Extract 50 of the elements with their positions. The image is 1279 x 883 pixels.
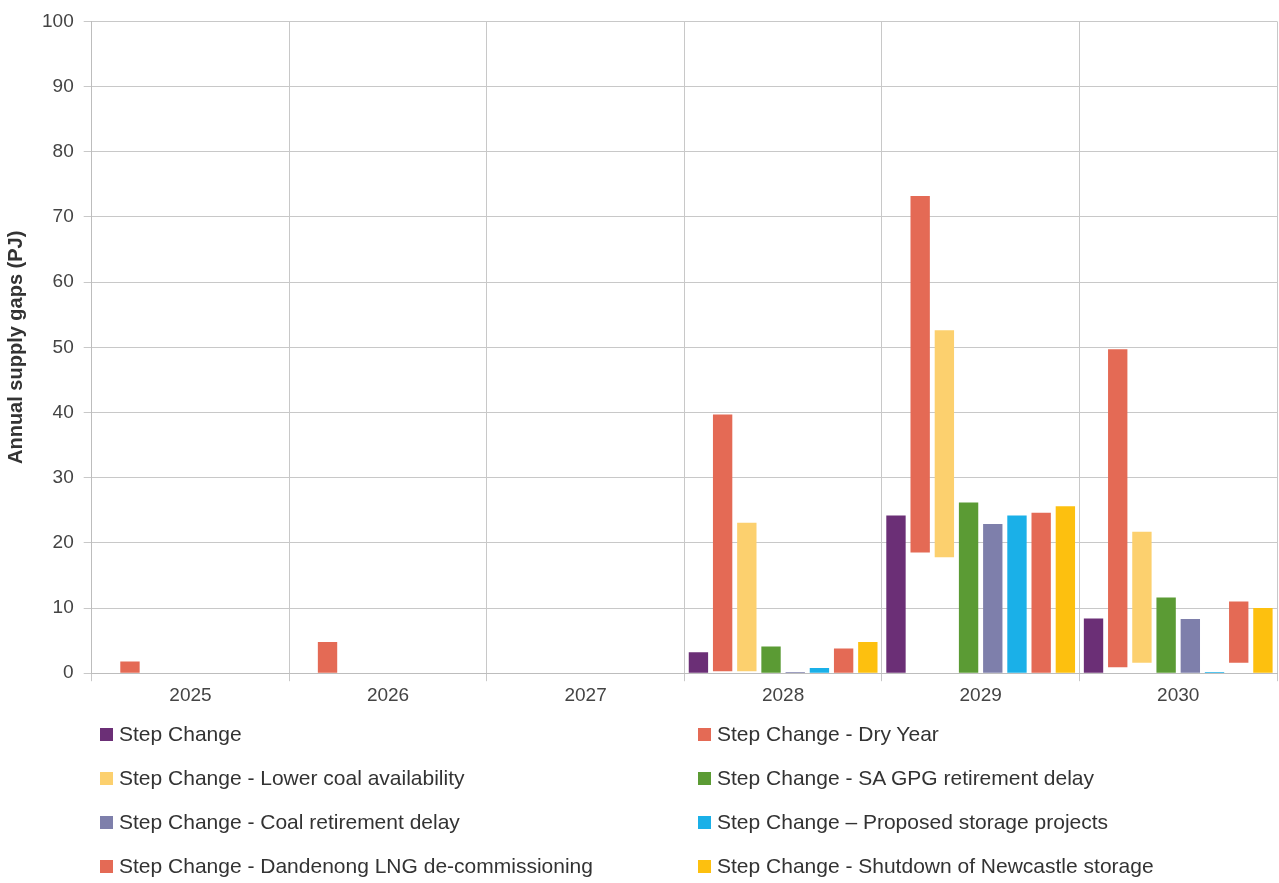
y-tick-label: 0 — [63, 661, 74, 683]
legend-label: Step Change - Dry Year — [717, 722, 939, 746]
bar — [858, 641, 878, 673]
y-tick-label: 10 — [52, 596, 74, 618]
y-tick-label: 100 — [42, 9, 74, 31]
x-tick-label: 2025 — [169, 683, 212, 705]
bar — [1132, 531, 1152, 663]
bar — [958, 502, 979, 673]
legend-label: Step Change - Lower coal availability — [119, 766, 465, 790]
y-tick-label: 60 — [52, 270, 74, 292]
bar — [120, 661, 140, 673]
y-tick-label: 20 — [52, 531, 74, 553]
y-axis-title: Annual supply gaps (PJ) — [3, 230, 26, 464]
bar — [1180, 619, 1201, 673]
y-tick-label: 30 — [52, 465, 74, 487]
bar — [1031, 512, 1051, 673]
bar — [983, 523, 1003, 673]
x-tick-label: 2028 — [761, 683, 805, 705]
bar — [910, 196, 930, 553]
x-tick-label: 2029 — [959, 683, 1002, 705]
bar — [1156, 597, 1176, 673]
bar — [1007, 515, 1027, 673]
bar — [317, 641, 338, 673]
y-tick-label: 80 — [52, 139, 74, 161]
y-tick-label: 90 — [52, 74, 74, 96]
legend-label: Step Change - SA GPG retirement delay — [717, 766, 1095, 790]
legend-label: Step Change – Proposed storage projects — [717, 810, 1109, 834]
bar — [809, 667, 830, 673]
legend-label: Step Change — [119, 722, 242, 746]
y-tick-label: 40 — [52, 400, 74, 422]
bar — [886, 515, 906, 673]
legend-label: Step Change - Dandenong LNG de-commissioning — [119, 854, 593, 878]
x-tick-label: 2027 — [564, 683, 607, 705]
legend-label: Step Change - Coal retirement delay — [119, 810, 460, 834]
legend-label: Step Change - Shutdown of Newcastle storage — [717, 854, 1154, 878]
bar — [1253, 608, 1273, 673]
bar — [1108, 349, 1128, 668]
x-tick-label: 2030 — [1157, 683, 1200, 705]
y-tick-label: 50 — [52, 335, 74, 357]
y-tick-label: 70 — [52, 205, 74, 227]
bar — [934, 330, 955, 558]
bar — [761, 646, 781, 673]
x-tick-label: 2026 — [366, 683, 410, 705]
bar — [833, 648, 854, 673]
bar — [1229, 601, 1249, 663]
bar — [737, 522, 757, 672]
bar — [1055, 506, 1076, 673]
bar — [712, 414, 733, 672]
bar — [1083, 618, 1104, 673]
bar — [688, 652, 709, 673]
